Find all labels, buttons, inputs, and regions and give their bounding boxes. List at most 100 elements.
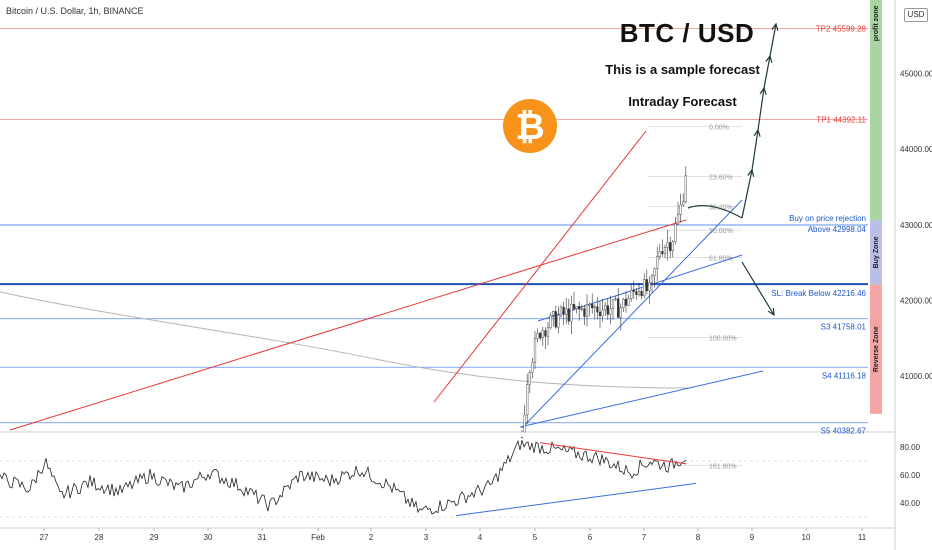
candle-body xyxy=(619,307,622,318)
fib-label: 100.00% xyxy=(709,335,737,342)
buy-zone xyxy=(870,220,882,285)
candle-body xyxy=(536,332,539,339)
bitcoin-logo-circle xyxy=(503,99,557,153)
candle-body xyxy=(598,311,602,317)
candle-body xyxy=(661,251,664,255)
rsi-tick-label: 60.00 xyxy=(900,471,921,480)
time-tick-label: 9 xyxy=(750,533,755,542)
price-tick-label: 41000.00 xyxy=(900,372,932,381)
candle-body xyxy=(533,338,537,363)
candle-body xyxy=(640,291,643,297)
rsi-trendline-blue xyxy=(455,482,697,517)
candle-body xyxy=(565,308,568,315)
trendline-red-long xyxy=(9,219,687,431)
candle-body xyxy=(557,315,560,328)
candle-body xyxy=(567,308,570,322)
support-label: S3 41758.01 xyxy=(821,323,867,332)
time-tick-label: 27 xyxy=(40,533,49,542)
candle-body xyxy=(588,304,591,306)
stop-loss-label: SL: Break Below 42216.46 xyxy=(771,289,866,298)
candle-body xyxy=(663,247,667,255)
candle-body xyxy=(604,305,607,311)
bitcoin-logo-glyph: ₿ xyxy=(515,106,544,147)
candle-body xyxy=(546,327,550,337)
candle-body xyxy=(679,204,682,215)
currency-badge[interactable]: USD xyxy=(904,8,928,22)
candles-group xyxy=(520,166,687,439)
candle-body xyxy=(611,299,615,309)
forecast-arrow-tp5-head xyxy=(771,22,779,31)
fib-label: 61.80% xyxy=(709,255,733,262)
candle-body xyxy=(617,298,620,318)
fib-label: 50.00% xyxy=(709,228,733,235)
support-label: S5 40382.67 xyxy=(821,427,867,436)
forecast-arrow-tp5 xyxy=(769,23,777,57)
reverse-zone-label: Reverse Zone xyxy=(873,326,880,372)
candle-body xyxy=(671,241,674,251)
candle-body xyxy=(630,289,633,299)
time-tick-label: 3 xyxy=(424,533,429,542)
support-label: S4 41116.18 xyxy=(822,371,867,380)
candle-body xyxy=(544,330,547,337)
candle-body xyxy=(549,315,552,328)
forecast-arrow-tp4 xyxy=(763,55,771,89)
candle-body xyxy=(669,242,672,251)
forecast-swing xyxy=(687,205,743,219)
time-tick-label: 2 xyxy=(369,533,374,542)
time-tick-label: 11 xyxy=(858,533,867,542)
profit-zone xyxy=(870,0,882,221)
candle-body xyxy=(674,223,677,243)
forecast-title: BTC / USD xyxy=(619,18,755,48)
candle-body xyxy=(585,304,589,317)
moving-average-line xyxy=(0,291,691,389)
candle-body xyxy=(559,306,563,316)
time-tick-label: 8 xyxy=(696,533,701,542)
forecast-arrow-tp3 xyxy=(757,87,765,131)
candle-body xyxy=(528,372,531,385)
time-tick-label: 30 xyxy=(204,533,213,542)
fib-label: 161.80% xyxy=(709,463,737,470)
candle-body xyxy=(643,279,646,297)
candle-body xyxy=(676,214,680,225)
candle-body xyxy=(601,309,604,317)
forecast-arrow-down xyxy=(741,261,775,316)
reverse-zone xyxy=(870,284,882,414)
forecast-subtitle: This is a sample forecast xyxy=(605,62,760,77)
candle-body xyxy=(614,298,617,300)
entry-label-1: Buy on price rejection xyxy=(789,214,866,223)
target-label: TP2 45599.28 xyxy=(816,24,867,33)
candle-body xyxy=(622,298,625,308)
rsi-line xyxy=(0,439,687,515)
candle-body xyxy=(648,282,651,292)
price-tick-label: 44000.00 xyxy=(900,145,932,154)
fib-label: 0.00% xyxy=(709,125,729,132)
time-tick-label: 6 xyxy=(588,533,593,542)
symbol-title: Bitcoin / U.S. Dollar, 1h, BINANCE xyxy=(6,6,144,16)
candle-body xyxy=(575,306,578,309)
buy-zone-label: Buy Zone xyxy=(873,236,880,268)
time-tick-label: 28 xyxy=(95,533,104,542)
fib-label: 23.60% xyxy=(709,174,733,181)
rsi-tick-label: 40.00 xyxy=(900,499,921,508)
time-tick-label: 4 xyxy=(478,533,483,542)
candle-body xyxy=(624,298,628,306)
candle-body xyxy=(591,304,594,309)
candle-body xyxy=(523,414,526,433)
rsi-tick-label: 80.00 xyxy=(900,443,921,452)
candle-body xyxy=(541,330,544,339)
forecast-arrow-down-head xyxy=(767,307,775,317)
candle-body xyxy=(637,291,641,295)
trendline-red-steep xyxy=(433,130,647,403)
candle-body xyxy=(583,308,586,317)
price-tick-label: 42000.00 xyxy=(900,296,932,305)
time-tick-label: 29 xyxy=(150,533,159,542)
candle-body xyxy=(593,306,596,309)
forecast-arrow-tp1 xyxy=(741,169,753,219)
candle-body xyxy=(578,306,581,310)
price-tick-label: 43000.00 xyxy=(900,221,932,230)
candle-body xyxy=(539,332,542,339)
rsi-trendline-red xyxy=(539,442,687,465)
target-label: TP1 44392.11 xyxy=(816,116,866,125)
